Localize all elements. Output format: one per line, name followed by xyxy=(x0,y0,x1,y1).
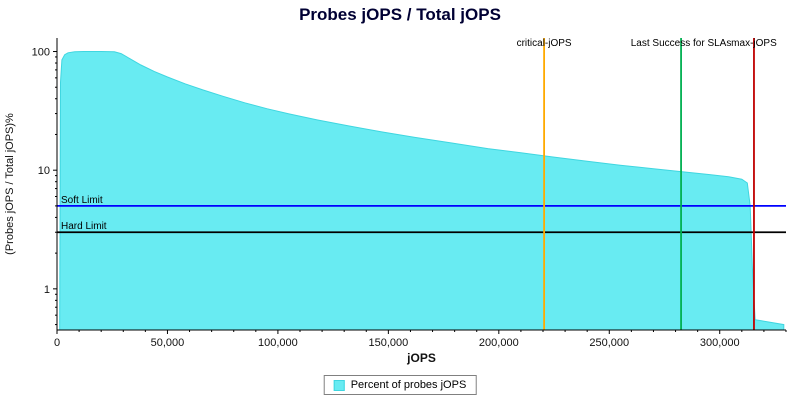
y-tick-label: 10 xyxy=(38,165,50,177)
y-axis-label: (Probes jOPS / Total jOPS)% xyxy=(4,113,16,255)
marker-label: max-jOPS xyxy=(731,38,777,49)
limit-label: Soft Limit xyxy=(61,195,103,206)
chart-title: Probes jOPS / Total jOPS xyxy=(299,5,501,24)
legend-swatch-percent-probes xyxy=(333,379,345,391)
area-series-percent-probes xyxy=(59,51,785,331)
marker-label: critical-jOPS xyxy=(517,38,572,49)
limit-label: Hard Limit xyxy=(61,221,107,232)
y-tick-label: 1 xyxy=(44,284,50,296)
x-tick-label: 250,000 xyxy=(589,337,629,349)
x-tick-label: 150,000 xyxy=(368,337,408,349)
x-tick-label: 200,000 xyxy=(479,337,519,349)
chart-legend: Percent of probes jOPS xyxy=(323,375,477,395)
x-tick-label: 100,000 xyxy=(258,337,298,349)
x-tick-label: 0 xyxy=(54,337,60,349)
x-axis-label: jOPS xyxy=(406,351,436,365)
marker-label: Last Success for SLAs xyxy=(631,38,732,49)
y-tick-label: 100 xyxy=(32,47,50,59)
legend-label: Percent of probes jOPS xyxy=(350,379,467,391)
x-tick-label: 300,000 xyxy=(700,337,740,349)
x-tick-label: 50,000 xyxy=(151,337,185,349)
chart-svg: Soft Limit Hard Limit critical-jOPS Last Su… xyxy=(4,38,787,365)
